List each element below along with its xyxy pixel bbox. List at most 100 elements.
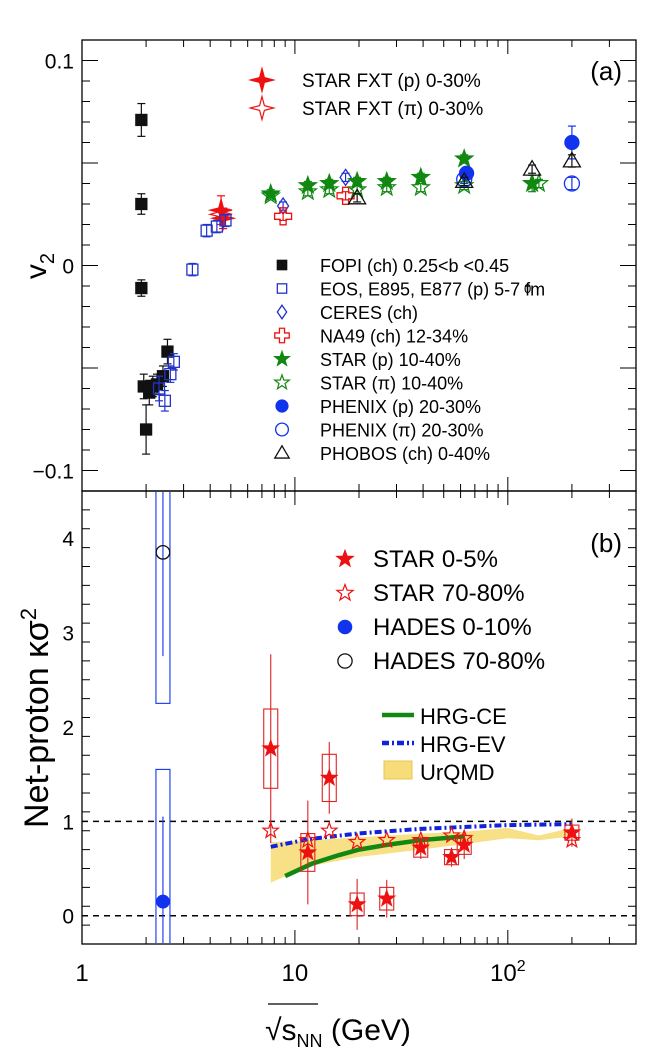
series-hades-70-80 bbox=[155, 492, 171, 704]
legend-marker bbox=[335, 582, 355, 602]
panel-a-legend-top: STAR FXT (p) 0-30% STAR FXT (π) 0-30% bbox=[248, 66, 483, 122]
data-point bbox=[339, 168, 352, 187]
data-point bbox=[376, 176, 397, 197]
data-point bbox=[164, 367, 177, 381]
data-point bbox=[135, 113, 148, 127]
data-point bbox=[528, 172, 550, 193]
data-point bbox=[347, 894, 367, 913]
x-tick-label: 102 bbox=[490, 958, 526, 987]
data-point bbox=[563, 175, 581, 192]
panel-b-model-legend: HRG-CE HRG-EV UrQMD bbox=[382, 704, 507, 785]
data-point bbox=[442, 825, 461, 844]
data-point bbox=[161, 345, 174, 358]
model-urqmd bbox=[270, 827, 572, 883]
legend-label: PHENIX (π) 20-30% bbox=[320, 421, 483, 441]
panel-a-ytick-label: −0.1 bbox=[33, 461, 74, 484]
legend-label: STAR (π) 10-40% bbox=[320, 374, 463, 394]
legend-marker bbox=[335, 548, 355, 568]
legend-label: PHENIX (p) 20-30% bbox=[320, 397, 481, 417]
data-point bbox=[297, 180, 319, 201]
series-ceres-ch bbox=[276, 168, 352, 216]
series-star-0-5 bbox=[261, 654, 582, 930]
panel-b-legend: STAR 0-5% STAR 70-80% HADES 0-10% HADES 70-… bbox=[335, 546, 545, 675]
data-point bbox=[522, 159, 542, 176]
data-point bbox=[410, 176, 431, 197]
data-point bbox=[200, 224, 213, 237]
x-tick-label: 1 bbox=[75, 960, 88, 987]
panel-a-ytick-label: 0.1 bbox=[45, 51, 74, 74]
legend-marker bbox=[248, 94, 276, 122]
panel-a-ylabel: v2 bbox=[20, 253, 59, 279]
legend-swatch bbox=[383, 760, 413, 780]
legend-marker bbox=[275, 399, 289, 413]
data-point bbox=[377, 830, 397, 849]
data-point bbox=[454, 148, 475, 168]
legend-marker bbox=[276, 283, 288, 294]
legend-marker bbox=[274, 327, 290, 344]
data-point bbox=[319, 820, 339, 839]
data-point bbox=[167, 355, 180, 369]
data-point bbox=[454, 828, 474, 847]
data-point bbox=[564, 134, 580, 151]
legend-label: HADES 70-80% bbox=[373, 648, 545, 675]
legend-marker bbox=[273, 349, 291, 367]
panel-b-ytick-label: 2 bbox=[62, 717, 74, 740]
panel-b-ytick-label: 1 bbox=[62, 811, 74, 834]
legend-label: HRG-CE bbox=[420, 704, 507, 729]
data-point bbox=[219, 214, 232, 227]
legend-label: STAR 0-5% bbox=[373, 546, 498, 573]
legend-annotation: 0 bbox=[524, 281, 531, 296]
data-point bbox=[186, 263, 199, 276]
sys-box bbox=[155, 768, 171, 943]
legend-label: NA49 (ch) 12-34% bbox=[320, 327, 468, 347]
legend-marker bbox=[276, 259, 288, 271]
legend-marker bbox=[248, 66, 276, 94]
data-point bbox=[139, 423, 153, 436]
panel-b-ylabel: Net-proton κσ2 bbox=[16, 608, 56, 828]
data-point bbox=[158, 394, 172, 407]
model-hrg-ev bbox=[270, 822, 572, 849]
data-point bbox=[135, 197, 148, 211]
panel-b-ytick-label: 4 bbox=[62, 528, 74, 551]
data-point bbox=[273, 207, 293, 226]
data-point bbox=[260, 185, 281, 205]
data-point bbox=[319, 178, 340, 199]
data-point bbox=[454, 835, 474, 853]
data-point bbox=[261, 820, 281, 839]
panel-b-label: (b) bbox=[590, 528, 622, 558]
panel-b-ytick-label: 3 bbox=[62, 623, 74, 646]
legend-label: PHOBOS (ch) 0-40% bbox=[320, 444, 490, 464]
data-point bbox=[298, 842, 318, 861]
data-point bbox=[347, 188, 367, 205]
legend-label: STAR FXT (π) 0-30% bbox=[302, 99, 483, 120]
legend-label: FOPI (ch) 0.25<b <0.45 bbox=[320, 256, 509, 276]
series-na49-ch-12-34 bbox=[273, 186, 355, 226]
data-point bbox=[135, 281, 148, 295]
series-star-70-80 bbox=[261, 820, 582, 851]
legend-label: HADES 0-10% bbox=[373, 614, 532, 641]
x-axis: 1 10 102 √sNN (GeV) bbox=[75, 958, 525, 1051]
legend-marker bbox=[273, 444, 291, 459]
legend-label: STAR 70-80% bbox=[373, 580, 525, 607]
data-point bbox=[298, 830, 318, 849]
panel-a-legend-main: FOPI (ch) 0.25<b <0.45 EOS, E895, E877 (p… bbox=[273, 256, 545, 464]
panel-b-ytick-label: 0 bbox=[62, 906, 74, 929]
legend-marker bbox=[274, 422, 290, 437]
data-point bbox=[319, 768, 339, 786]
legend-label: STAR FXT (p) 0-30% bbox=[302, 71, 481, 92]
legend-label: HRG-EV bbox=[420, 732, 506, 757]
x-tick-label: 10 bbox=[282, 960, 309, 987]
panel-b: 0 1 2 3 4 Net-proton κσ2 (b) STAR 0-5% STAR 70-8… bbox=[16, 490, 637, 945]
data-point bbox=[562, 830, 582, 849]
data-point bbox=[347, 832, 367, 851]
data-point bbox=[411, 837, 431, 856]
x-axis-title: √sNN (GeV) bbox=[265, 1014, 411, 1051]
data-point bbox=[411, 830, 431, 849]
legend-marker bbox=[273, 373, 291, 391]
panel-b-plot-area bbox=[155, 492, 582, 943]
series-star-10-40 bbox=[260, 172, 550, 205]
data-point bbox=[156, 894, 170, 909]
legend-label: CERES (ch) bbox=[320, 303, 418, 323]
panel-a-ytick-label: 0 bbox=[62, 256, 74, 279]
